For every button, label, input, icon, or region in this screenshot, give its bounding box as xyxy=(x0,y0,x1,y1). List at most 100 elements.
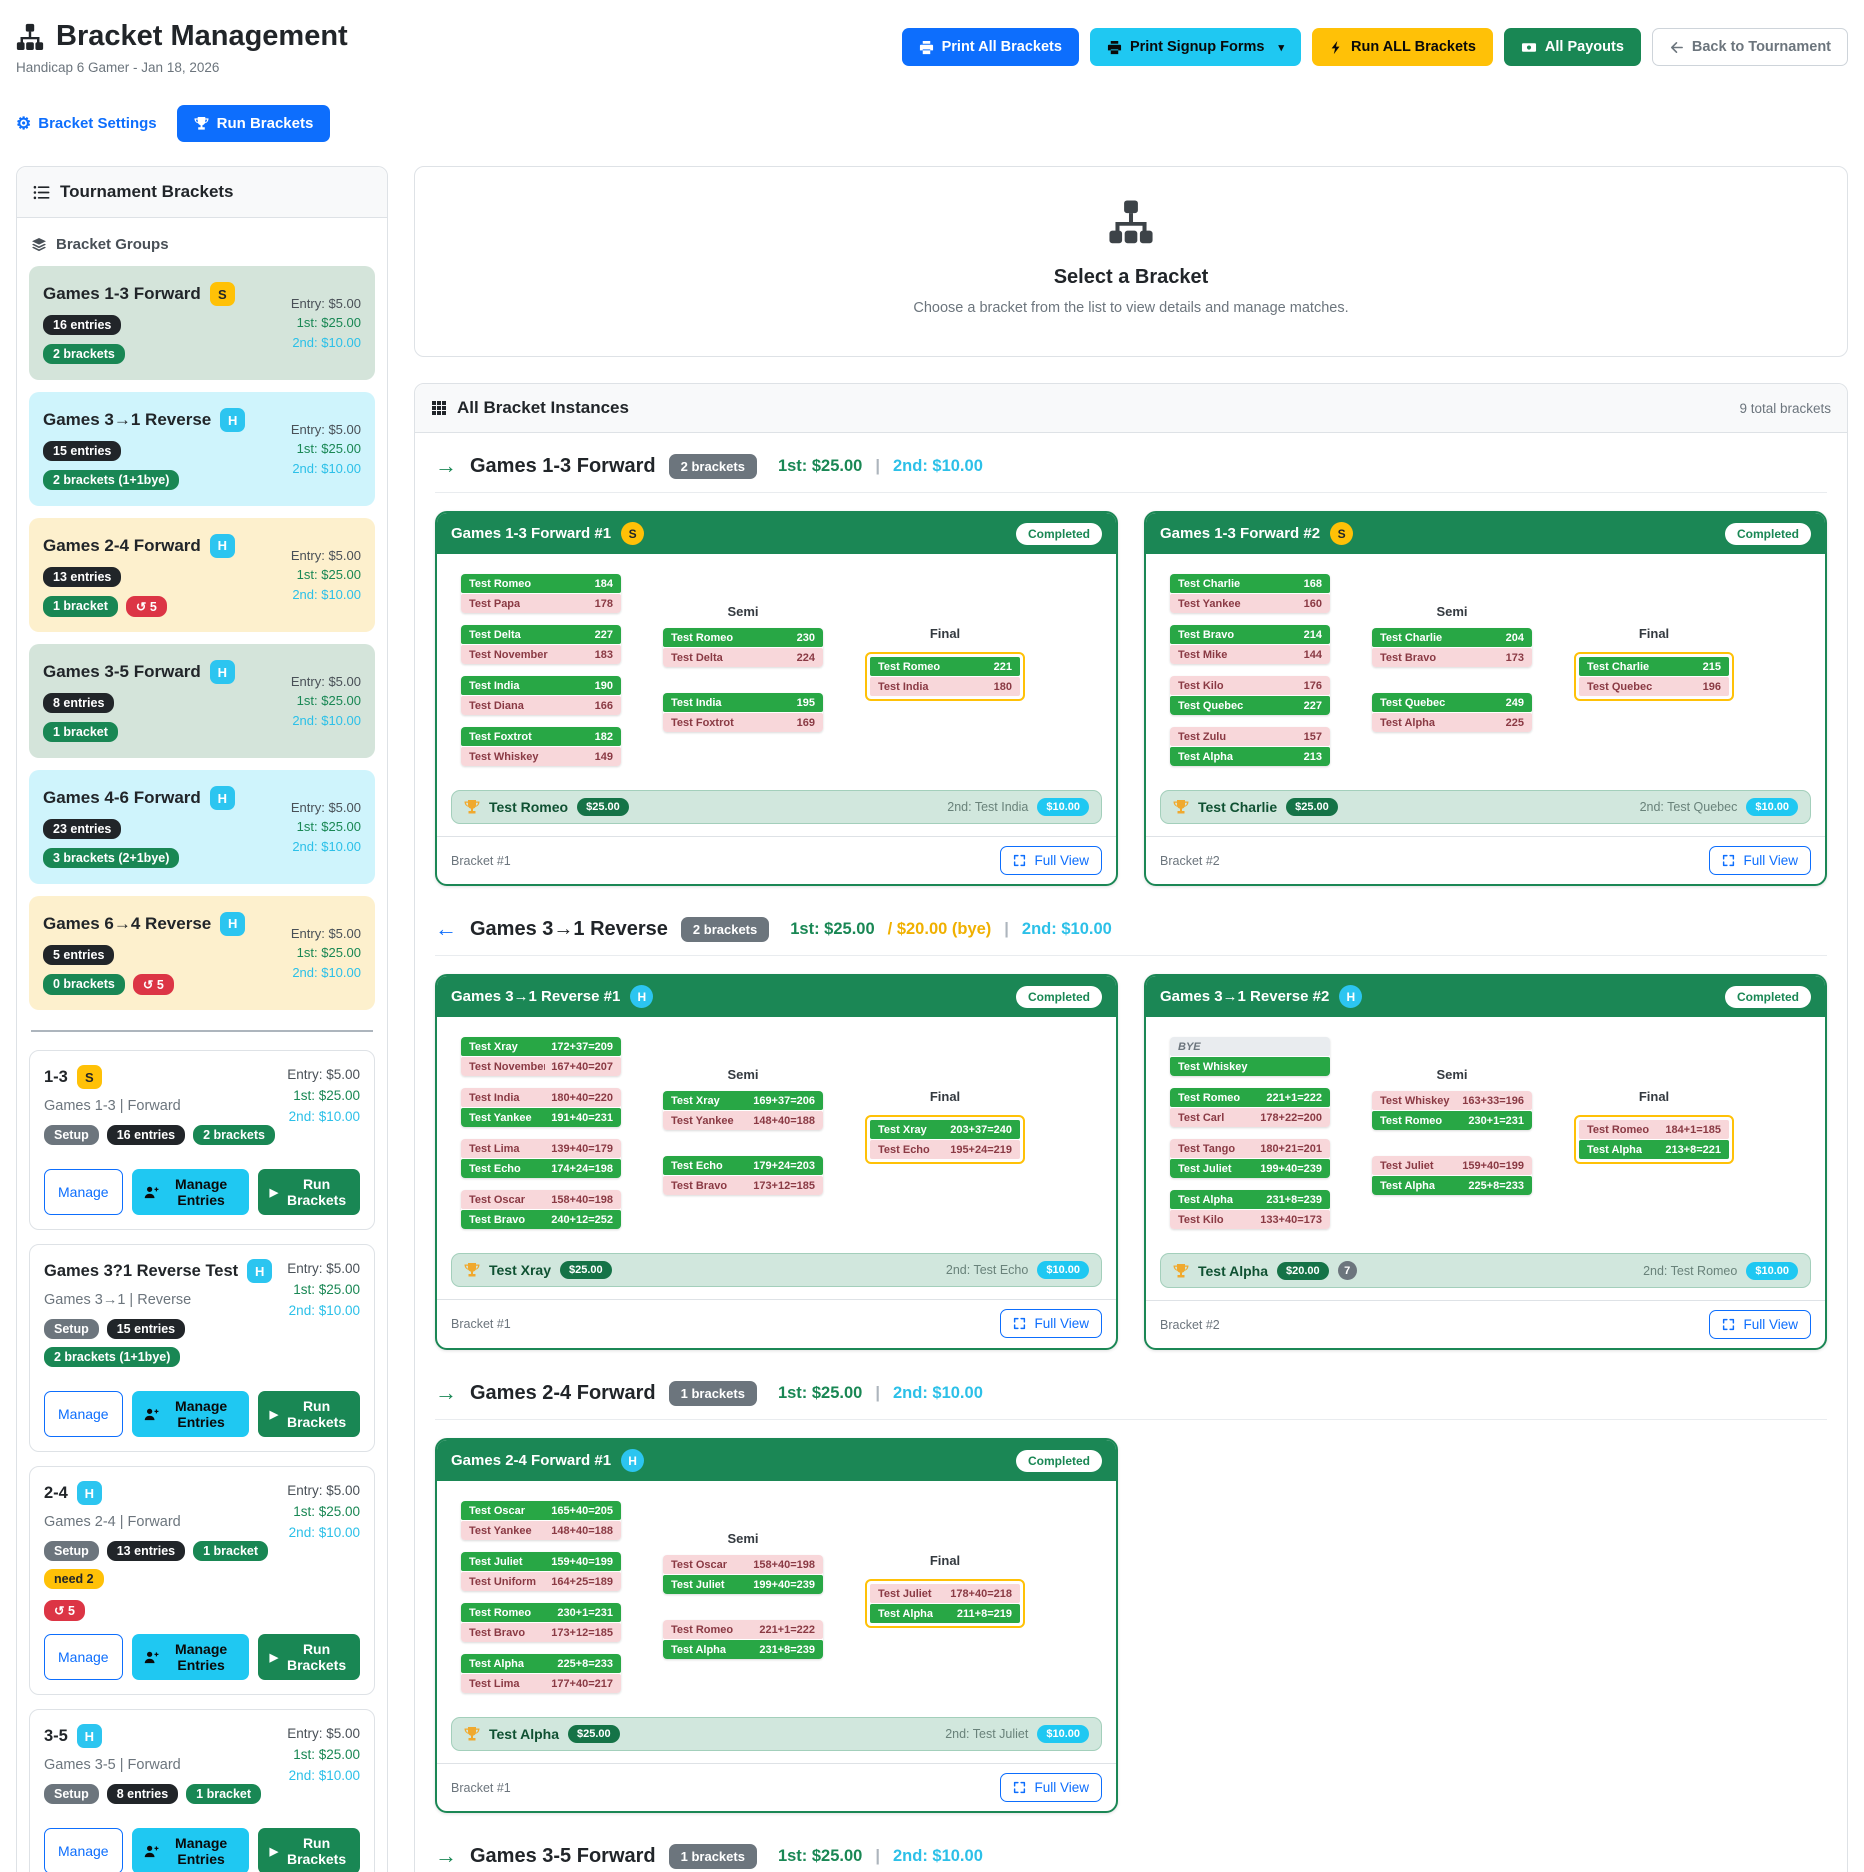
manage-button[interactable]: Manage xyxy=(44,1169,123,1215)
manage-entries-button[interactable]: Manage Entries xyxy=(131,1169,249,1215)
winner-banner: Test Alpha $20.00 7 2nd: Test Romeo $10.… xyxy=(1160,1253,1811,1288)
final-round-label: Final xyxy=(1638,1089,1670,1104)
run-brackets-button[interactable]: ▶ Run Brackets xyxy=(257,1391,360,1437)
second-prize: 2nd: $10.00 xyxy=(288,1108,360,1124)
bracket-group-card[interactable]: Games 3-5 Forward H 8 entries 1 bracket xyxy=(29,644,375,758)
sitemap-icon xyxy=(16,23,44,50)
bracket-group-card[interactable]: Games 1-3 Forward S 16 entries 2 bracket… xyxy=(29,266,375,380)
player-name: Test Romeo xyxy=(469,577,532,590)
bracket-card[interactable]: Games 3→1 Reverse #2 H Completed xyxy=(1144,974,1827,1350)
bracket-instance-card[interactable]: 1-3 S Games 1-3 | Forward Setup 16 entrie… xyxy=(29,1050,375,1230)
match-row: Test Alpha 213+8=221 xyxy=(1579,1140,1729,1159)
play-icon: ▶ xyxy=(269,1186,279,1199)
run-brackets-button[interactable]: Run Brackets xyxy=(176,105,331,142)
run-brackets-button[interactable]: ▶ Run Brackets xyxy=(257,1169,360,1215)
final-column: Final xyxy=(865,1497,1025,1709)
direction-arrow-icon xyxy=(435,916,457,942)
run-brackets-button[interactable]: ▶ Run Brackets xyxy=(257,1828,360,1872)
bracket-type-badge: S xyxy=(1330,522,1354,545)
instance-badges: Setup 13 entries 1 bracket need 2 xyxy=(44,1541,279,1589)
trophy-icon xyxy=(464,1727,480,1741)
run-all-brackets-button[interactable]: Run ALL Brackets xyxy=(1312,28,1493,66)
brackets-badge: 0 brackets xyxy=(43,973,125,995)
second-prize: 2nd: $10.00 xyxy=(292,964,361,980)
redo-badge: 5 xyxy=(132,973,174,995)
manage-entries-button[interactable]: Manage Entries xyxy=(131,1828,249,1872)
group-prizes: Entry: $5.00 1st: $25.00 2nd: $10.00 xyxy=(277,420,361,479)
player-name: Test Charlie xyxy=(1587,660,1650,673)
bracket-card[interactable]: Games 2-4 Forward #1 H Completed xyxy=(435,1438,1118,1813)
manage-button[interactable]: Manage xyxy=(44,1828,123,1872)
tournament-subtitle: Handicap 6 Gamer - Jan 18, 2026 xyxy=(16,60,220,75)
bracket-card-header: Games 3→1 Reverse #1 H Completed xyxy=(437,976,1116,1017)
match-row: Test Romeo 221+1=222 xyxy=(1170,1088,1330,1107)
player-name: Test Whiskey xyxy=(1178,1060,1248,1073)
prize-divider: | xyxy=(875,456,880,475)
player-score: 169 xyxy=(796,716,815,729)
champion-extra-badge: 7 xyxy=(1337,1261,1357,1280)
player-name: Test Yankee xyxy=(1178,597,1241,610)
manage-button[interactable]: Manage xyxy=(44,1634,123,1680)
match-row: Test Juliet 178+40=218 xyxy=(870,1584,1020,1603)
completed-badge: Completed xyxy=(1724,985,1811,1008)
print-all-brackets-button[interactable]: Print All Brackets xyxy=(901,28,1079,66)
manage-entries-button[interactable]: Manage Entries xyxy=(131,1634,249,1680)
manage-button[interactable]: Manage xyxy=(44,1391,123,1437)
caret-down-icon[interactable]: ▾ xyxy=(1278,41,1285,54)
player-name: Test Juliet xyxy=(878,1587,932,1600)
instance-name: 2-4 xyxy=(44,1483,68,1502)
group-name: Games 3→1 Reverse xyxy=(43,410,212,429)
full-view-button[interactable]: Full View xyxy=(1709,846,1811,875)
bracket-visualization: Test Romeo 184 Test Papa 178 xyxy=(437,554,1116,836)
bracket-card-footer: Bracket #1 Full View xyxy=(437,1763,1116,1811)
match-row: Test Whiskey xyxy=(1170,1057,1330,1076)
bracket-group-card[interactable]: Games 2-4 Forward H 13 entries 1 bracket… xyxy=(29,518,375,632)
first-prize-label: 1st: $25.00 xyxy=(777,1846,863,1865)
full-view-button[interactable]: Full View xyxy=(1000,846,1102,875)
player-score: 172+37=209 xyxy=(551,1040,613,1053)
match-row: Test Echo 174+24=198 xyxy=(461,1159,621,1178)
player-score: 174+24=198 xyxy=(551,1162,613,1175)
player-name: Test Xray xyxy=(878,1123,927,1136)
player-score: 176 xyxy=(1303,679,1322,692)
player-name: Test Bravo xyxy=(1380,651,1437,664)
full-view-button[interactable]: Full View xyxy=(1709,1310,1811,1339)
bracket-instance-card[interactable]: Games 3?1 Reverse Test H Games 3→1 | Rev… xyxy=(29,1244,375,1452)
run-brackets-label: Run Brackets xyxy=(286,1835,347,1867)
manage-entries-button[interactable]: Manage Entries xyxy=(131,1391,249,1437)
player-score: 195 xyxy=(796,696,815,709)
group-type-badge: H xyxy=(220,408,246,432)
all-payouts-button[interactable]: All Payouts xyxy=(1503,28,1641,66)
match-row: Test Romeo 230+1=231 xyxy=(1372,1111,1532,1130)
full-view-button[interactable]: Full View xyxy=(1000,1773,1102,1802)
bracket-card[interactable]: Games 1-3 Forward #1 S Completed xyxy=(435,511,1118,886)
final-match: Test Charlie 215 Test Quebec 196 xyxy=(1574,652,1734,701)
brackets-badge: 3 brackets (2+1bye) xyxy=(43,848,180,868)
match-row: Test Yankee 148+40=188 xyxy=(663,1111,823,1130)
player-score: 149 xyxy=(594,750,613,763)
first-prize: 1st: $25.00 xyxy=(293,1281,360,1297)
player-name: Test Foxtrot xyxy=(671,716,734,729)
entries-badge: 13 entries xyxy=(43,566,122,587)
bracket-card[interactable]: Games 3→1 Reverse #1 H Completed xyxy=(435,974,1118,1350)
list-icon xyxy=(33,185,50,199)
bye-prize-label: / $20.00 (bye) xyxy=(887,919,992,938)
semi-column: Semi xyxy=(663,570,823,782)
instance-prizes: Entry: $5.00 1st: $25.00 2nd: $10.00 xyxy=(268,1259,360,1322)
bracket-group-card[interactable]: Games 4-6 Forward H 23 entries 3 bracket… xyxy=(29,770,375,884)
champion-prize-pill: $25.00 xyxy=(560,1261,612,1279)
match-row: Test Zulu 157 xyxy=(1170,727,1330,746)
run-brackets-button[interactable]: ▶ Run Brackets xyxy=(257,1634,360,1680)
second-prize: 2nd: $10.00 xyxy=(288,1767,360,1783)
bracket-instance-card[interactable]: 2-4 H Games 2-4 | Forward Setup 13 entrie… xyxy=(29,1466,375,1695)
full-view-button[interactable]: Full View xyxy=(1000,1309,1102,1338)
bracket-instance-card[interactable]: 3-5 H Games 3-5 | Forward Setup 8 entries… xyxy=(29,1709,375,1872)
bracket-settings-link[interactable]: ⚙ Bracket Settings xyxy=(16,114,157,134)
bracket-card[interactable]: Games 1-3 Forward #2 S Completed xyxy=(1144,511,1827,886)
print-signup-forms-button[interactable]: Print Signup Forms ▾ xyxy=(1089,28,1302,66)
bracket-group-card[interactable]: Games 3→1 Reverse H 15 entries 2 bracket… xyxy=(29,392,375,506)
back-to-tournament-button[interactable]: Back to Tournament xyxy=(1651,28,1848,66)
player-score: 191+40=231 xyxy=(551,1111,613,1124)
bracket-group-card[interactable]: Games 6→4 Reverse H 5 entries 0 brackets… xyxy=(29,896,375,1010)
bracket-section: Games 1-3 Forward 2 brackets 1st: $25.00… xyxy=(435,453,1827,886)
